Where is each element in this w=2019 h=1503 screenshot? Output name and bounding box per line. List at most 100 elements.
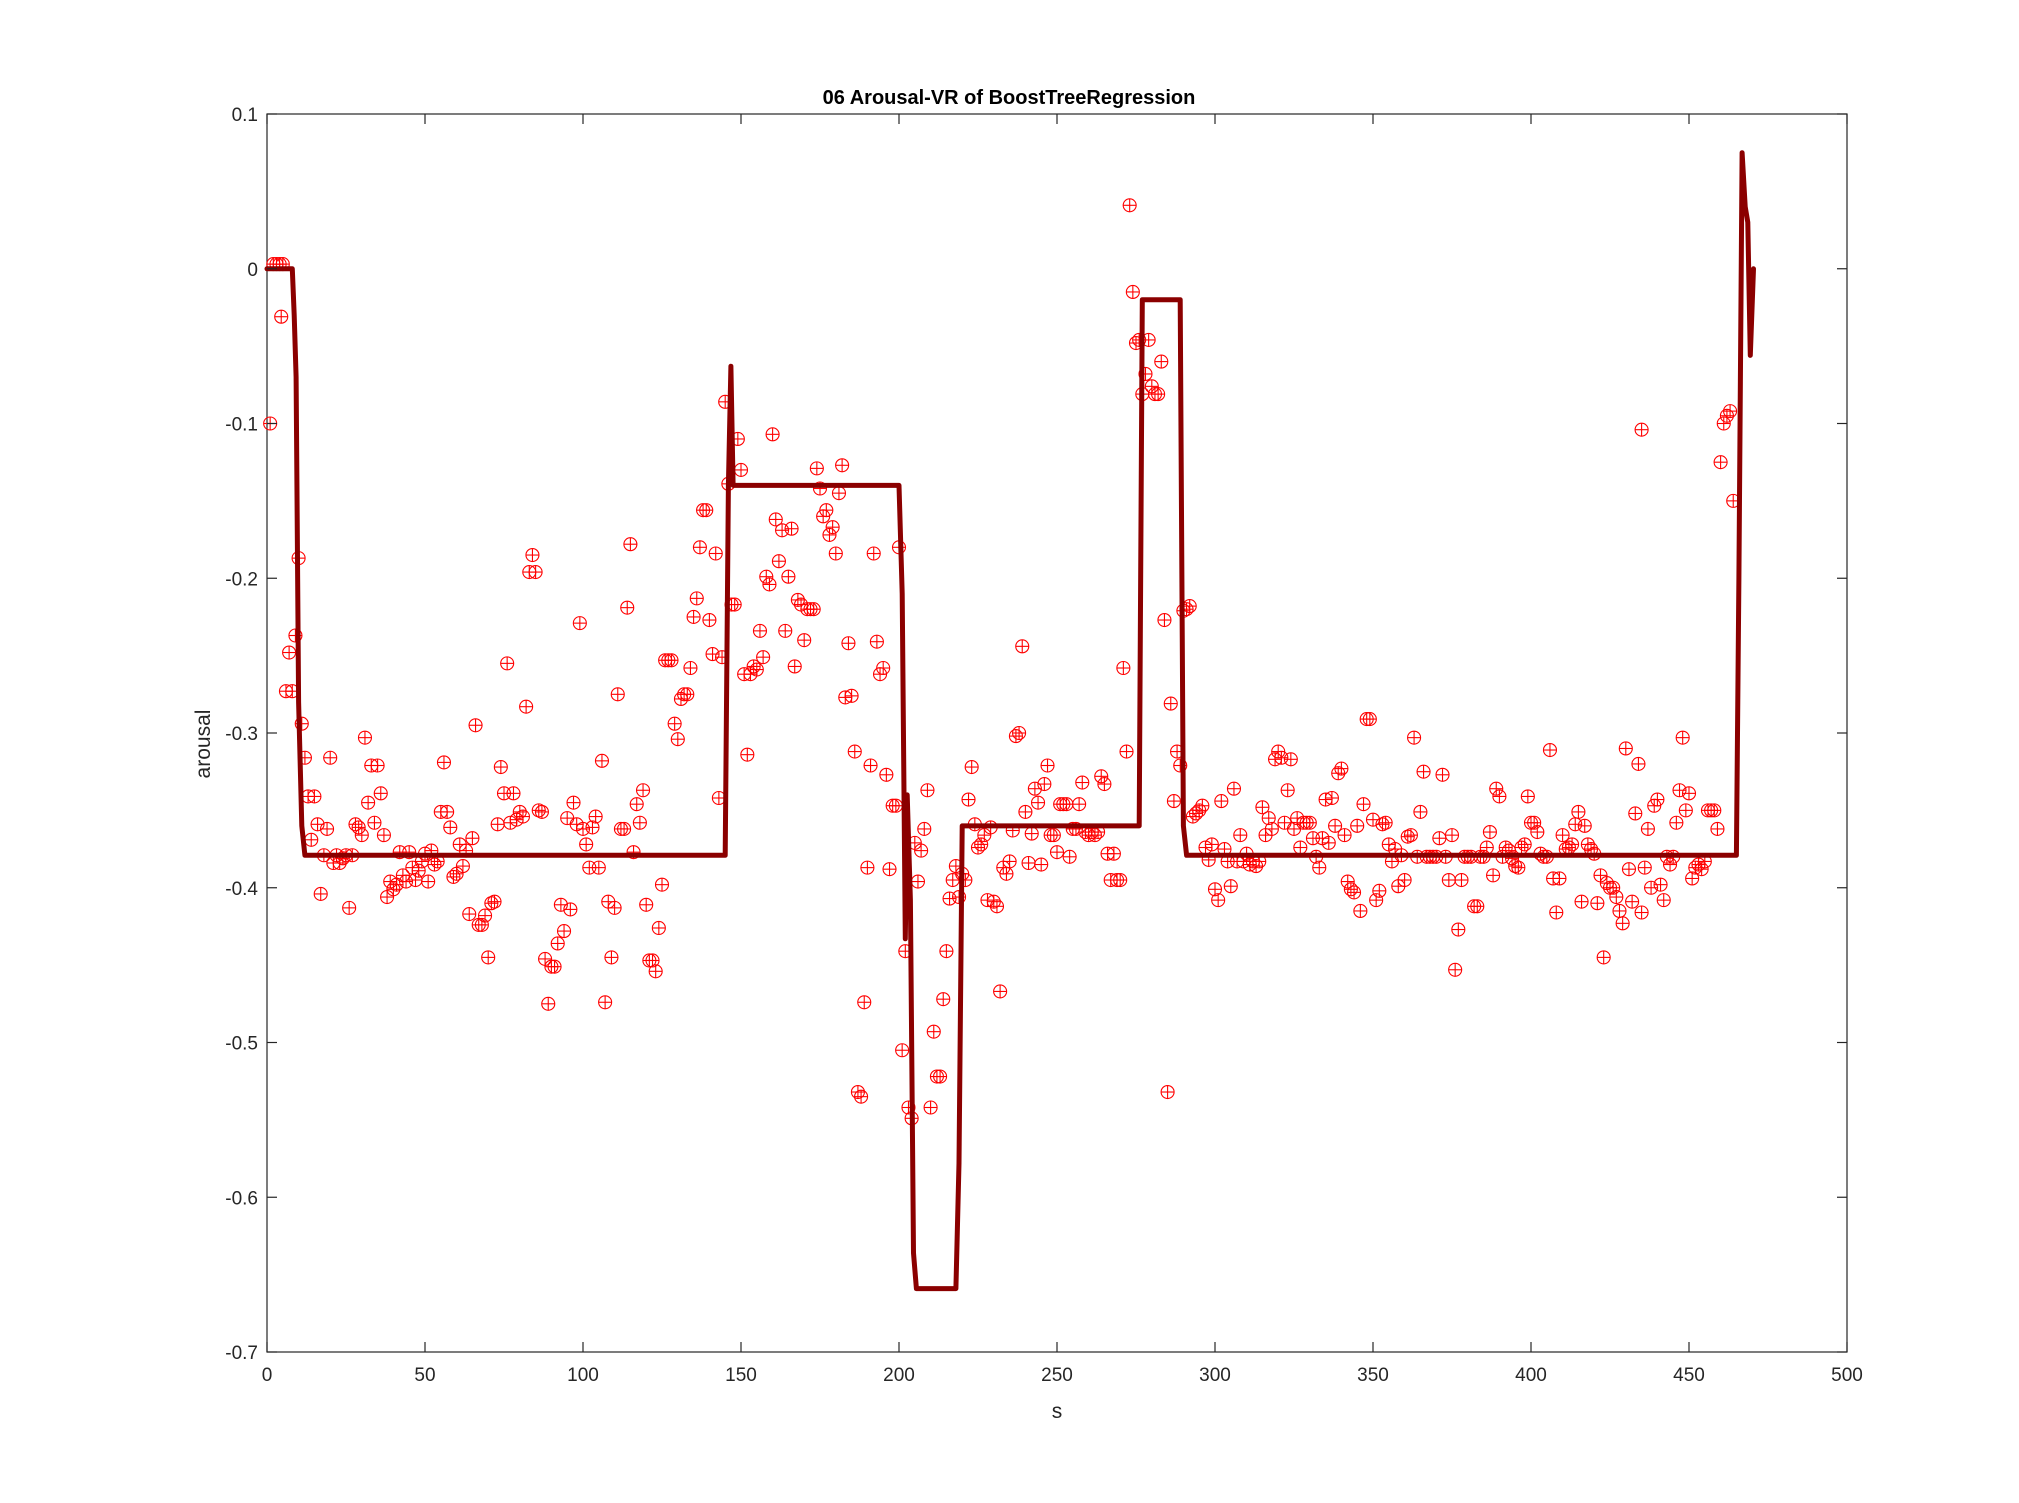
y-tick-label: -0.3 (225, 724, 258, 745)
scatter-point (1448, 962, 1463, 977)
scatter-point (1416, 764, 1431, 779)
scatter-point (635, 783, 651, 798)
scatter-point (1552, 871, 1567, 886)
scatter-point (436, 755, 452, 770)
scatter-point (768, 512, 783, 527)
scatter-point (740, 747, 755, 762)
scatter-point (1037, 777, 1052, 792)
scatter-point (958, 872, 973, 888)
scatter-point (680, 687, 695, 702)
scatter-point (639, 897, 654, 912)
scatter-point (408, 872, 423, 888)
scatter-point (1685, 871, 1700, 886)
scatter-point (654, 877, 670, 892)
scatter-point (579, 837, 594, 852)
scatter-point (765, 427, 780, 442)
scatter-point (585, 820, 600, 835)
scatter-point (1195, 798, 1210, 813)
scatter-point (560, 811, 575, 826)
scatter-point (319, 821, 335, 836)
x-tick-label: 250 (1041, 1365, 1073, 1386)
scatter-point (1707, 803, 1722, 818)
scatter-point (1621, 862, 1637, 877)
scatter-point (455, 859, 470, 874)
scatter-point (1593, 868, 1608, 883)
scatter-point (1157, 612, 1172, 628)
scatter-point (1723, 404, 1738, 419)
scatter-point (1328, 818, 1343, 833)
scatter-point (1486, 868, 1501, 883)
scatter-point (376, 828, 391, 843)
scatter-point (1049, 845, 1065, 860)
scatter-point (493, 759, 508, 775)
scatter-point (1369, 893, 1384, 908)
scatter-point (477, 908, 493, 923)
scatter-point (342, 900, 357, 915)
scatter-point (876, 660, 891, 676)
y-tick-label: 0.1 (232, 105, 258, 126)
scatter-point (411, 863, 426, 878)
scatter-point (274, 309, 289, 324)
scatter-point (443, 820, 458, 835)
scatter-point (1397, 872, 1412, 888)
scatter-point (1075, 775, 1090, 790)
scatter-point (1489, 781, 1504, 796)
scatter-point (1334, 761, 1349, 776)
y-tick-label: -0.2 (225, 569, 258, 590)
scatter-point (1444, 828, 1460, 843)
scatter-point (506, 786, 521, 801)
scatter-point (986, 894, 1001, 909)
scatter-point (1188, 806, 1204, 821)
scatter-point (702, 612, 717, 628)
scatter-point (541, 996, 556, 1011)
scatter-point (1274, 750, 1289, 765)
scatter-point (1615, 916, 1630, 931)
scatter-point (370, 758, 385, 773)
scatter-point (528, 565, 543, 580)
x-tick-label: 400 (1515, 1365, 1547, 1386)
scatter-point (380, 889, 395, 905)
scatter-point (1713, 455, 1728, 470)
scatter-point (1034, 857, 1049, 872)
scatter-point (1492, 789, 1507, 804)
scatter-point (357, 730, 373, 745)
scatter-point (1644, 880, 1659, 895)
scatter-point (1119, 744, 1134, 759)
x-tick-label: 450 (1673, 1365, 1705, 1386)
scatter-point (1350, 818, 1365, 833)
scatter-point (860, 860, 875, 875)
scatter-point (449, 866, 464, 881)
scatter-point (1479, 840, 1494, 855)
chart-title: 06 Arousal-VR of BoostTreeRegression (823, 87, 1196, 109)
scatter-point (746, 659, 761, 674)
scatter-point (468, 718, 483, 733)
line-series (264, 150, 1756, 1292)
scatter-point (1125, 284, 1140, 300)
scatter-point (1375, 817, 1390, 832)
scatter-point (1211, 893, 1226, 908)
scatter-point (1517, 837, 1532, 852)
scatter-point (1283, 752, 1298, 767)
scatter-point (1568, 817, 1583, 832)
scatter-point (759, 569, 774, 584)
scatter-point (705, 647, 720, 662)
scatter-point (1640, 821, 1655, 836)
scatter-point (1324, 790, 1339, 806)
scatter-point (1618, 741, 1633, 756)
scatter-point (1511, 860, 1526, 875)
y-axis-label: arousal (192, 710, 215, 779)
scatter-point (1261, 811, 1276, 826)
scatter-point (910, 874, 926, 889)
scatter-point (1122, 198, 1137, 213)
scatter-point (1072, 797, 1087, 812)
scatter-point (323, 750, 338, 765)
scatter-point (1293, 840, 1308, 855)
scatter-point (1596, 950, 1611, 965)
scatter-point (1625, 894, 1640, 909)
scatter-point (1362, 712, 1377, 727)
scatter-point (1631, 756, 1646, 772)
scatter-point (1337, 828, 1352, 843)
scatter-point (1470, 899, 1485, 914)
scatter-point (556, 924, 572, 939)
